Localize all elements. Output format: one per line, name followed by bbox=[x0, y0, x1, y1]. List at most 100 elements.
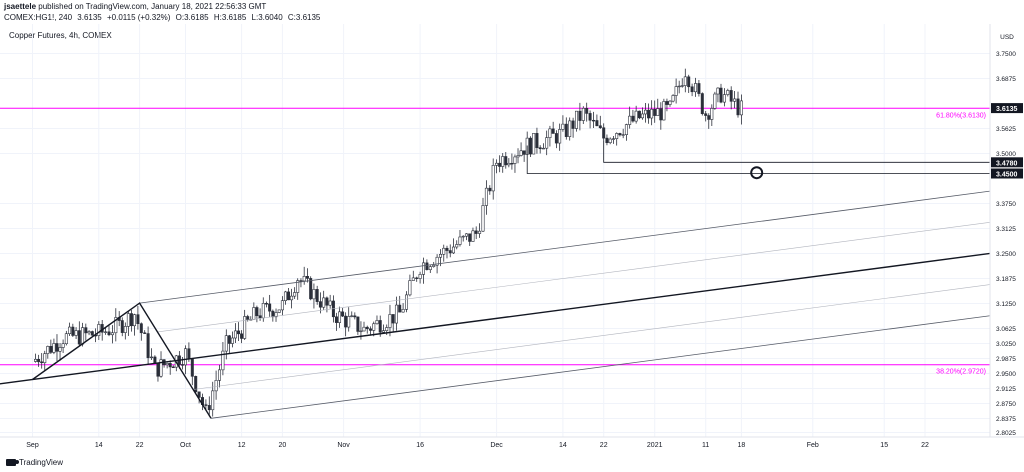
candle-body bbox=[221, 350, 225, 371]
time-tick-label: 16 bbox=[416, 442, 424, 449]
candle-body bbox=[268, 303, 272, 312]
candle-body bbox=[507, 162, 511, 166]
candle bbox=[504, 152, 508, 169]
horizontal-level-line[interactable] bbox=[603, 141, 990, 163]
candle-body bbox=[656, 108, 660, 116]
candle-body bbox=[421, 262, 425, 275]
candle bbox=[458, 230, 462, 247]
candle bbox=[344, 312, 348, 337]
candle-body bbox=[302, 276, 306, 282]
candle-body bbox=[404, 294, 408, 310]
candle-body bbox=[683, 76, 687, 86]
candle bbox=[532, 133, 536, 155]
target-circle-marker[interactable] bbox=[750, 166, 764, 180]
candle-body bbox=[153, 356, 157, 364]
candle bbox=[46, 345, 50, 359]
candle-body bbox=[214, 380, 218, 392]
pitchfork-lower-line[interactable] bbox=[210, 308, 1024, 419]
pitchfork-pivot-line[interactable] bbox=[32, 302, 212, 419]
candle-body bbox=[362, 326, 366, 332]
price-tick-label: 3.1250 bbox=[996, 301, 1016, 308]
candle-body bbox=[528, 137, 532, 155]
fib-level-label: 38.20%(2.9720) bbox=[936, 369, 986, 376]
candle-body bbox=[581, 107, 585, 121]
candle bbox=[535, 127, 539, 154]
candle bbox=[404, 291, 408, 313]
candle-body bbox=[621, 134, 625, 136]
price-tick-label: 3.7500 bbox=[996, 51, 1016, 58]
tradingview-logo[interactable]: TradingView bbox=[6, 458, 63, 467]
candle bbox=[516, 148, 520, 164]
candle-body bbox=[611, 138, 615, 140]
candle bbox=[34, 353, 38, 363]
candle-body bbox=[110, 332, 114, 336]
pitchfork-inner-lower-line[interactable] bbox=[193, 277, 1024, 390]
candle-body bbox=[571, 120, 575, 129]
candle bbox=[290, 288, 294, 309]
candle-body bbox=[211, 390, 215, 411]
candle bbox=[568, 117, 572, 141]
candle bbox=[513, 154, 517, 173]
candle bbox=[150, 348, 154, 361]
candle bbox=[432, 261, 436, 268]
candle-body bbox=[504, 156, 508, 166]
currency-label: USD bbox=[1000, 34, 1014, 41]
candle bbox=[528, 136, 532, 157]
candle-body bbox=[114, 317, 118, 334]
pitchfork-inner-upper-line[interactable] bbox=[157, 214, 1024, 333]
candle-body bbox=[432, 264, 436, 267]
candle bbox=[277, 309, 281, 314]
candle bbox=[674, 78, 678, 104]
candle bbox=[634, 105, 638, 124]
candle bbox=[162, 359, 166, 368]
candle-body bbox=[739, 100, 743, 116]
price-badge-label: 3.6135 bbox=[996, 106, 1018, 113]
candle-body bbox=[513, 156, 517, 164]
author-name[interactable]: jsaettele bbox=[4, 2, 37, 11]
candle bbox=[312, 283, 316, 309]
price-tick-label: 3.1875 bbox=[996, 276, 1016, 283]
candle-body bbox=[637, 110, 641, 119]
price-tick-label: 3.5625 bbox=[996, 126, 1016, 133]
candle bbox=[608, 137, 612, 145]
candle bbox=[328, 294, 332, 309]
candle-body bbox=[545, 137, 549, 149]
candle-body bbox=[61, 343, 65, 348]
pitchfork-upper-line[interactable] bbox=[139, 183, 1024, 304]
candle-body bbox=[299, 280, 303, 282]
candle-body bbox=[478, 230, 482, 234]
candle-body bbox=[471, 230, 475, 242]
candle bbox=[309, 276, 313, 301]
candle bbox=[255, 305, 259, 323]
time-tick-label: 11 bbox=[702, 442, 709, 449]
horizontal-level-line[interactable] bbox=[526, 145, 990, 174]
time-tick-label: Feb bbox=[807, 442, 819, 449]
pitchfork-median-line[interactable] bbox=[0, 246, 1024, 385]
candle-body bbox=[126, 313, 130, 327]
candle-body bbox=[665, 101, 669, 105]
candle bbox=[204, 399, 208, 410]
candle-body bbox=[548, 128, 552, 138]
candle-body bbox=[707, 115, 711, 120]
candle-body bbox=[554, 133, 558, 144]
candle bbox=[640, 107, 644, 120]
candle bbox=[621, 128, 625, 139]
candle bbox=[637, 110, 641, 120]
candle bbox=[468, 233, 472, 246]
tradingview-icon bbox=[6, 459, 19, 466]
candle bbox=[519, 142, 523, 157]
candle bbox=[296, 278, 300, 300]
candle bbox=[571, 117, 575, 138]
candle-body bbox=[585, 107, 589, 114]
candle-body bbox=[133, 314, 137, 327]
candle-body bbox=[296, 280, 300, 293]
candle-body bbox=[255, 307, 259, 317]
candle-body bbox=[445, 247, 449, 251]
candle bbox=[159, 351, 163, 378]
candle-body bbox=[615, 133, 619, 139]
candle-body bbox=[77, 330, 81, 345]
candle bbox=[736, 91, 740, 118]
candle bbox=[71, 323, 75, 338]
candle bbox=[726, 88, 730, 97]
